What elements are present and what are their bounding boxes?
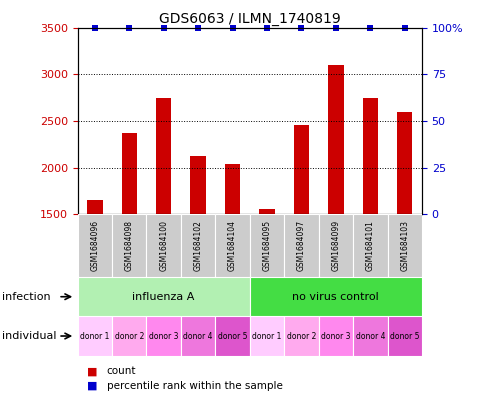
Bar: [181, 214, 215, 277]
Text: infection: infection: [2, 292, 51, 302]
Text: donor 4: donor 4: [355, 332, 384, 340]
Text: donor 1: donor 1: [80, 332, 109, 340]
Bar: [215, 214, 249, 277]
Text: ■: ■: [87, 366, 98, 376]
Text: GSM1684095: GSM1684095: [262, 220, 271, 271]
Text: GSM1684103: GSM1684103: [399, 220, 408, 271]
Text: donor 2: donor 2: [114, 332, 144, 340]
Bar: [396, 112, 411, 214]
Bar: [77, 316, 112, 356]
Bar: [146, 214, 181, 277]
Bar: [87, 200, 102, 214]
Bar: [249, 277, 421, 316]
Text: GSM1684101: GSM1684101: [365, 220, 374, 271]
Title: GDS6063 / ILMN_1740819: GDS6063 / ILMN_1740819: [159, 13, 340, 26]
Text: GSM1684098: GSM1684098: [124, 220, 134, 271]
Text: GSM1684099: GSM1684099: [331, 220, 340, 271]
Text: percentile rank within the sample: percentile rank within the sample: [106, 381, 282, 391]
Bar: [181, 316, 215, 356]
Bar: [259, 209, 274, 214]
Bar: [156, 97, 171, 214]
Text: donor 3: donor 3: [320, 332, 350, 340]
Text: GSM1684097: GSM1684097: [296, 220, 305, 271]
Bar: [112, 214, 146, 277]
Text: donor 2: donor 2: [286, 332, 316, 340]
Text: GSM1684102: GSM1684102: [193, 220, 202, 271]
Text: count: count: [106, 366, 136, 376]
Text: donor 1: donor 1: [252, 332, 281, 340]
Bar: [249, 214, 284, 277]
Bar: [112, 316, 146, 356]
Bar: [352, 214, 387, 277]
Bar: [225, 164, 240, 214]
Bar: [190, 156, 205, 214]
Text: ■: ■: [87, 381, 98, 391]
Text: GSM1684100: GSM1684100: [159, 220, 168, 271]
Bar: [352, 316, 387, 356]
Bar: [146, 316, 181, 356]
Bar: [284, 316, 318, 356]
Bar: [387, 214, 421, 277]
Bar: [121, 133, 136, 214]
Bar: [362, 97, 377, 214]
Bar: [387, 316, 421, 356]
Bar: [328, 65, 343, 214]
Text: no virus control: no virus control: [292, 292, 378, 302]
Text: donor 5: donor 5: [389, 332, 419, 340]
Text: influenza A: influenza A: [132, 292, 195, 302]
Bar: [293, 125, 308, 214]
Bar: [249, 316, 284, 356]
Bar: [318, 214, 352, 277]
Text: GSM1684096: GSM1684096: [90, 220, 99, 271]
Text: donor 5: donor 5: [217, 332, 247, 340]
Text: GSM1684104: GSM1684104: [227, 220, 237, 271]
Text: donor 3: donor 3: [149, 332, 178, 340]
Bar: [77, 214, 112, 277]
Text: donor 4: donor 4: [183, 332, 212, 340]
Bar: [284, 214, 318, 277]
Bar: [77, 277, 249, 316]
Text: individual: individual: [2, 331, 57, 341]
Bar: [215, 316, 249, 356]
Bar: [318, 316, 352, 356]
